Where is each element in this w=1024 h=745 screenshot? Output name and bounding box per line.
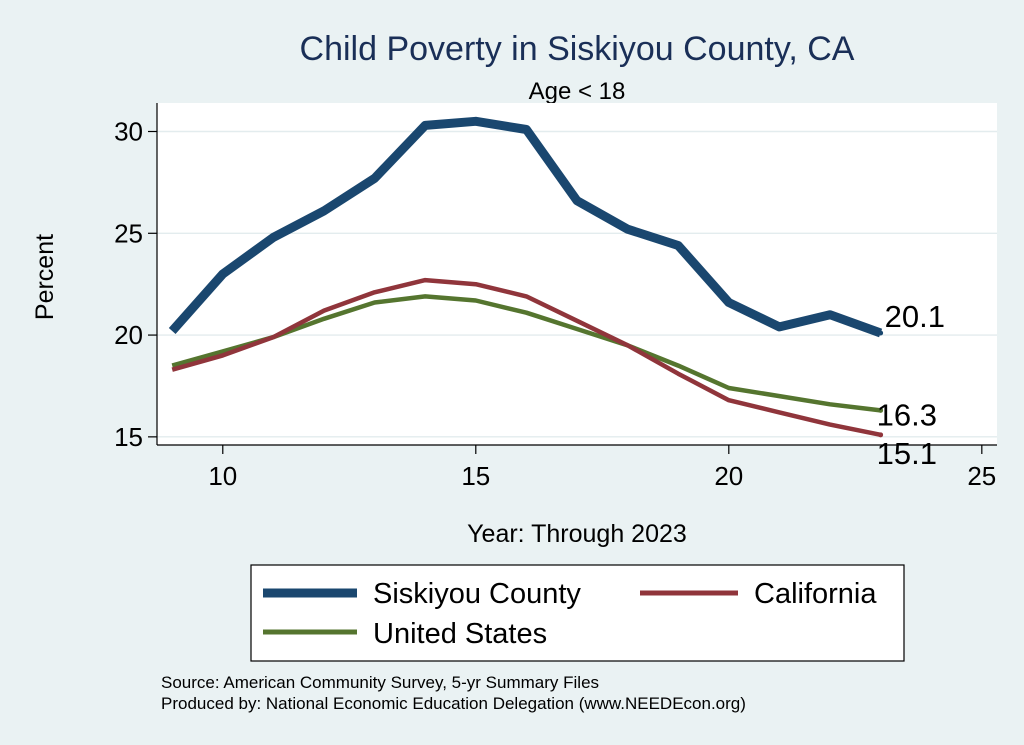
chart: Child Poverty in Siskiyou County, CA Age… <box>0 0 1024 745</box>
source-note: Source: American Community Survey, 5-yr … <box>161 673 599 692</box>
y-tick-label-20: 20 <box>114 320 143 350</box>
chart-title: Child Poverty in Siskiyou County, CA <box>300 30 855 68</box>
end-label-california: 15.1 <box>877 436 937 471</box>
producer-note: Produced by: National Economic Education… <box>161 694 746 713</box>
x-axis-label: Year: Through 2023 <box>467 520 687 548</box>
y-tick-label-15: 15 <box>114 422 143 452</box>
chart-subtitle: Age < 18 <box>529 78 626 105</box>
x-tick-label-20: 20 <box>714 461 743 491</box>
legend-label-united-states: United States <box>373 618 547 650</box>
y-axis-label: Percent <box>31 234 59 320</box>
x-tick-label-15: 15 <box>461 461 490 491</box>
y-tick-label-25: 25 <box>114 218 143 248</box>
x-tick-label-25: 25 <box>967 461 996 491</box>
end-label-united-states: 16.3 <box>877 397 937 432</box>
y-tick-label-30: 30 <box>114 117 143 147</box>
plot-area <box>157 103 997 445</box>
legend-label-siskiyou: Siskiyou County <box>373 578 581 610</box>
end-point-siskiyou-county <box>878 331 883 336</box>
x-tick-label-10: 10 <box>208 461 237 491</box>
legend: Siskiyou County California United States <box>251 565 904 661</box>
legend-label-california: California <box>754 578 877 610</box>
end-label-siskiyou-county: 20.1 <box>885 299 945 334</box>
